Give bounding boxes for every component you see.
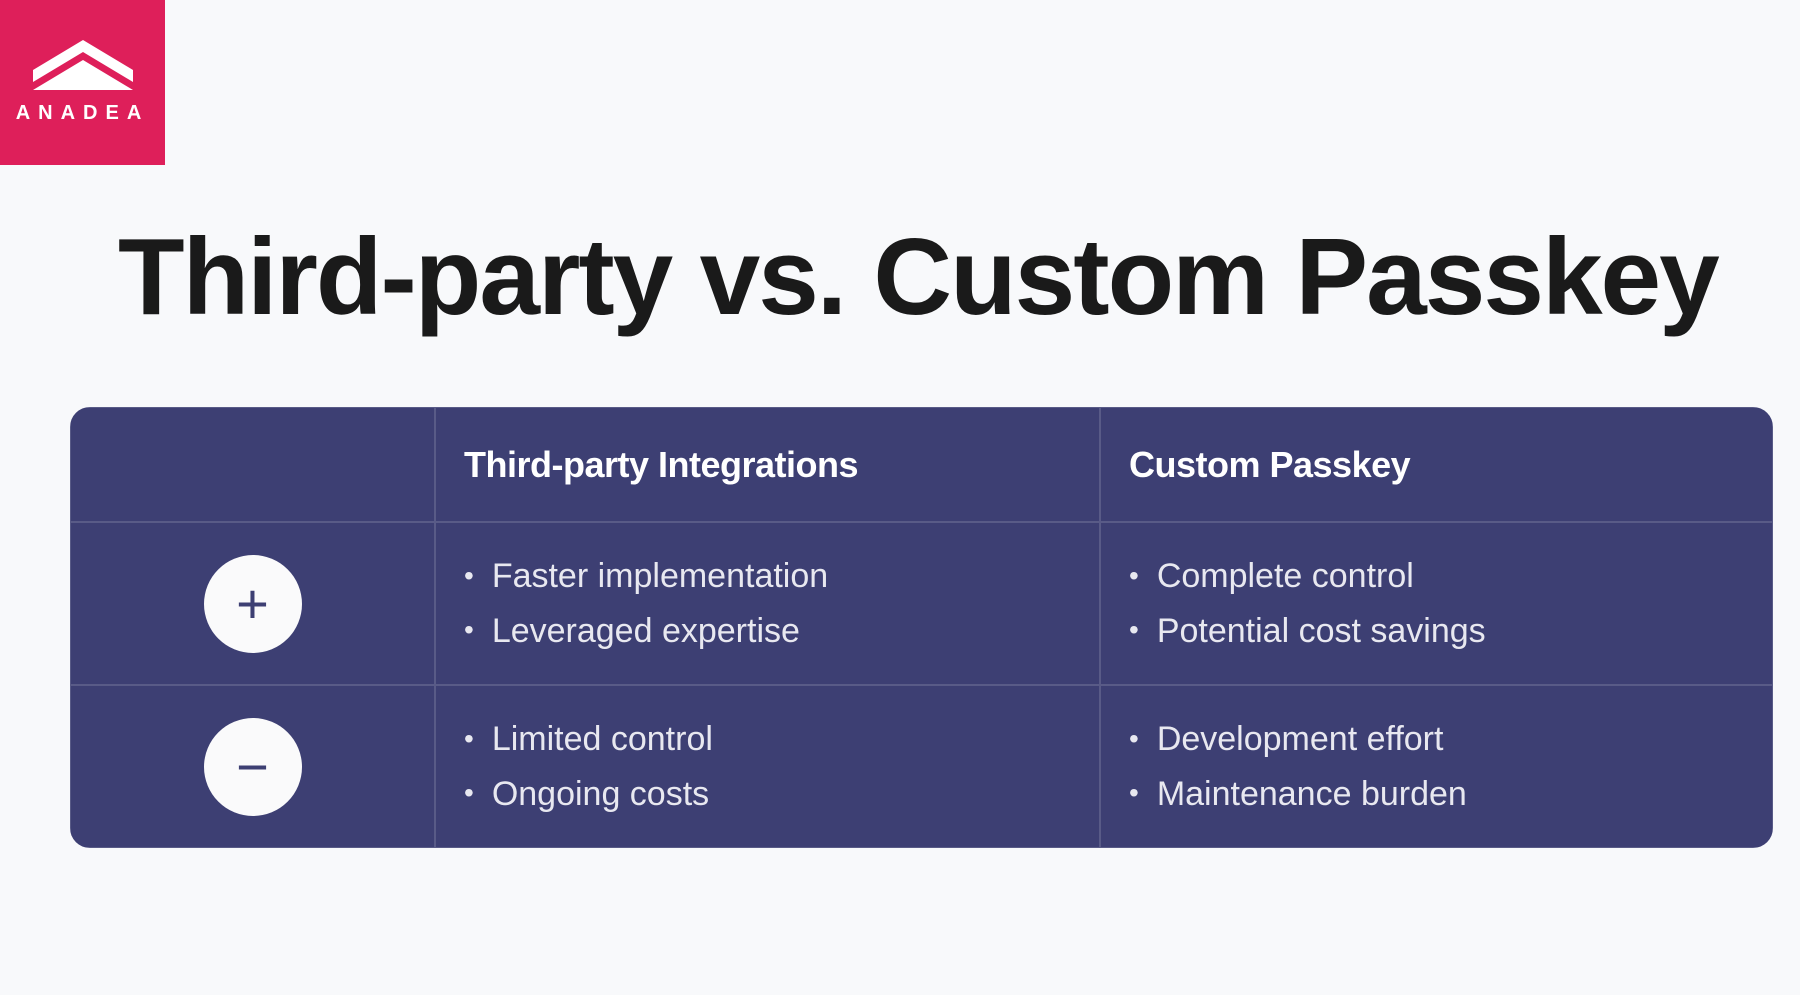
brand-logo-badge: ANADEA — [0, 0, 165, 165]
table-cell-cons-custom: Development effort Maintenance burden — [1100, 685, 1773, 848]
list-item: Ongoing costs — [464, 767, 713, 821]
list-item: Maintenance burden — [1129, 767, 1467, 821]
table-cell-pros-third-party: Faster implementation Leveraged expertis… — [435, 522, 1100, 685]
table-header-custom: Custom Passkey — [1100, 407, 1773, 522]
list-item-text: Limited control — [492, 712, 713, 766]
list-item: Potential cost savings — [1129, 604, 1486, 658]
list-item: Faster implementation — [464, 549, 828, 603]
page-title: Third-party vs. Custom Passkey — [118, 223, 1718, 332]
list-item-text: Maintenance burden — [1157, 767, 1467, 821]
list-item-text: Potential cost savings — [1157, 604, 1486, 658]
table-header-empty — [70, 407, 435, 522]
minus-icon: − — [204, 718, 302, 816]
list-item: Development effort — [1129, 712, 1467, 766]
cons-custom-list: Development effort Maintenance burden — [1129, 712, 1467, 821]
table-cell-cons-third-party: Limited control Ongoing costs — [435, 685, 1100, 848]
chevron-up-icon — [28, 40, 138, 90]
list-item-text: Faster implementation — [492, 549, 828, 603]
list-item: Limited control — [464, 712, 713, 766]
comparison-table: Third-party Integrations Custom Passkey … — [70, 407, 1773, 848]
table-cell-pros-custom: Complete control Potential cost savings — [1100, 522, 1773, 685]
list-item-text: Leveraged expertise — [492, 604, 800, 658]
brand-name: ANADEA — [16, 102, 150, 125]
table-row-cons-icon-cell: − — [70, 685, 435, 848]
pros-custom-list: Complete control Potential cost savings — [1129, 549, 1486, 658]
list-item-text: Development effort — [1157, 712, 1444, 766]
list-item: Leveraged expertise — [464, 604, 828, 658]
list-item-text: Ongoing costs — [492, 767, 709, 821]
list-item: Complete control — [1129, 549, 1486, 603]
table-row-pros-icon-cell: + — [70, 522, 435, 685]
minus-symbol: − — [236, 739, 269, 795]
pros-third-party-list: Faster implementation Leveraged expertis… — [464, 549, 828, 658]
cons-third-party-list: Limited control Ongoing costs — [464, 712, 713, 821]
list-item-text: Complete control — [1157, 549, 1414, 603]
plus-symbol: + — [236, 576, 269, 632]
table-header-third-party: Third-party Integrations — [435, 407, 1100, 522]
plus-icon: + — [204, 555, 302, 653]
